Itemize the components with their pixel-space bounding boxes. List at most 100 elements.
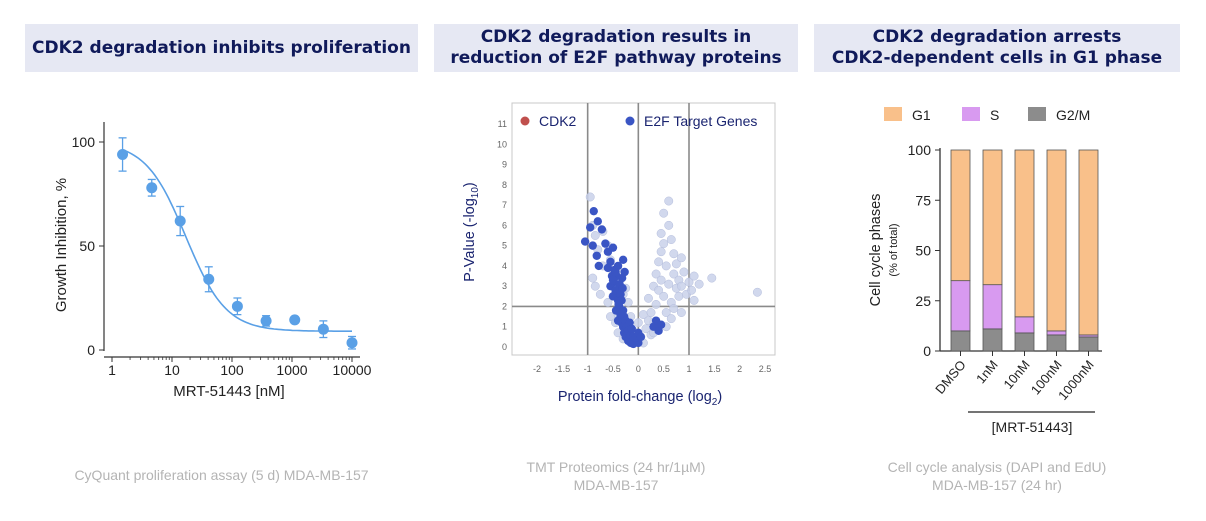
chart1-data-point <box>289 314 301 326</box>
chart2-e2f-point <box>618 255 628 265</box>
chart2-ytick-label: 1 <box>502 322 507 332</box>
chart2-ylabel: P-Value (-log10) <box>462 182 481 282</box>
chart1-data-point <box>231 300 243 312</box>
chart2-e2f-point <box>636 332 646 342</box>
chart2-xlabel-tail: ) <box>717 389 722 405</box>
panel2-caption-line1: TMT Proteomics (24 hr/1µM) <box>526 459 706 475</box>
chart1-data-point <box>117 148 129 160</box>
chart3-ytick-label: 100 <box>908 142 932 158</box>
chart3-bar-s <box>950 280 971 332</box>
chart2-protein-point <box>656 247 666 257</box>
panel3-title-line1: CDK2 degradation arrests <box>872 27 1122 47</box>
chart2-protein-point <box>676 308 686 317</box>
chart1-fit-curve <box>122 148 352 332</box>
chart2-e2f-point <box>603 263 613 273</box>
chart2-protein-point <box>687 285 696 295</box>
chart2-xtick-label: 0.5 <box>657 364 670 374</box>
chart2-protein-point <box>661 261 671 271</box>
chart2-e2f-point <box>589 206 598 216</box>
chart2-protein-point <box>694 279 704 289</box>
chart3-bar-g1 <box>1014 149 1035 318</box>
chart3-bar-s <box>1046 330 1067 336</box>
chart2-ytick-label: 8 <box>502 180 507 190</box>
chart2-protein-point <box>651 299 661 309</box>
chart2-protein-point <box>669 304 679 313</box>
chart1-data-point <box>317 323 329 335</box>
panel2-title-box: CDK2 degradation results in reduction of… <box>434 24 798 72</box>
chart2-protein-point <box>603 297 613 307</box>
chart3-bar-g2m <box>1014 332 1035 352</box>
chart2-xtick-label: -1.5 <box>555 364 571 374</box>
chart2-e2f-point <box>614 300 623 309</box>
chart1-ylabel: Growth Inhibition, % <box>53 178 70 312</box>
chart3-legend-swatch <box>884 107 902 121</box>
chart2-xtick-label: 2.5 <box>759 364 772 374</box>
chart2-ytick-label: 7 <box>502 200 507 210</box>
chart2-e2f-point <box>593 217 602 226</box>
panel1-title-box: CDK2 degradation inhibits proliferation <box>25 24 418 72</box>
chart2-protein-point <box>595 289 605 299</box>
chart2-e2f-point <box>597 225 607 234</box>
chart2-protein-point <box>656 275 666 285</box>
chart2-xtick-label: -2 <box>533 364 541 374</box>
chart2-protein-point <box>689 271 699 281</box>
chart3-bar-g2m <box>1046 334 1067 352</box>
chart3-bar-g2m <box>982 328 1003 352</box>
chart2-protein-point <box>644 293 653 303</box>
chart2-e2f-point <box>586 223 595 232</box>
chart2-protein-point <box>664 196 674 206</box>
chart2-e2f-point <box>608 243 618 252</box>
chart2-legend-marker <box>625 116 635 126</box>
chart3-legend-label: G2/M <box>1056 107 1090 123</box>
chart2-ytick-label: 0 <box>502 342 507 352</box>
chart3-bar-g1 <box>1046 149 1067 332</box>
chart3-legend-swatch <box>962 107 980 121</box>
chart2-protein-point <box>671 259 681 269</box>
chart2-e2f-point <box>580 237 590 246</box>
chart2-protein-point <box>669 269 679 279</box>
chart1-xtick-label: 10 <box>164 362 180 378</box>
chart3-ytick-label: 75 <box>915 192 931 208</box>
chart2-e2f-point <box>601 239 610 248</box>
chart2-legend-marker <box>520 116 530 126</box>
chart2-ytick-label: 3 <box>502 281 507 291</box>
panel2-caption: TMT Proteomics (24 hr/1µM) MDA-MB-157 <box>434 458 798 494</box>
chart2-xtick-label: 1.5 <box>708 364 721 374</box>
chart2-ylabel-tail: ) <box>462 182 478 187</box>
chart2-ylabel-sub: 10 <box>470 187 481 199</box>
chart2-e2f-point <box>613 261 623 271</box>
chart1-xtick-label: 10000 <box>333 362 372 378</box>
panel1-caption: CyQuant proliferation assay (5 d) MDA-MB… <box>25 466 418 484</box>
chart2-protein-point <box>646 308 656 317</box>
chart1-ytick-label: 50 <box>79 238 95 254</box>
chart1-data-point <box>146 182 158 194</box>
chart2-protein-point <box>590 231 600 240</box>
chart2-protein-point <box>590 281 600 291</box>
chart2-e2f-point <box>616 310 625 319</box>
chart3-ylabel-sub: (% of total) <box>888 223 900 276</box>
chart3-legend-swatch <box>1028 107 1046 121</box>
chart2-xtick-label: -1 <box>584 364 592 374</box>
chart2-protein-point <box>664 220 674 230</box>
chart2-protein-point <box>656 229 666 238</box>
chart2-legend-label: CDK2 <box>539 113 577 129</box>
chart2-ytick-label: 6 <box>502 220 507 230</box>
chart2-e2f-point <box>588 241 597 250</box>
chart2-xtick-label: -0.5 <box>605 364 621 374</box>
chart2-e2f-point <box>618 284 627 293</box>
chart3-bar-g2m <box>1078 336 1099 352</box>
chart2-e2f-point <box>592 251 601 260</box>
chart2-protein-point <box>651 269 661 279</box>
chart2-protein-point <box>684 277 694 287</box>
chart1-xtick-label: 1000 <box>276 362 307 378</box>
chart3-ytick-label: 0 <box>923 343 931 359</box>
panel3-caption: Cell cycle analysis (DAPI and EdU) MDA-M… <box>814 458 1180 494</box>
panel1-title: CDK2 degradation inhibits proliferation <box>32 37 411 58</box>
chart3-bar-s <box>982 284 1003 330</box>
chart2-e2f-point <box>656 320 666 329</box>
chart2-ytick-label: 4 <box>502 261 507 271</box>
chart2-protein-point <box>585 192 595 202</box>
panel2-title-line1: CDK2 degradation results in <box>480 27 752 47</box>
chart2-xlabel: Protein fold-change (log2) <box>558 389 722 408</box>
